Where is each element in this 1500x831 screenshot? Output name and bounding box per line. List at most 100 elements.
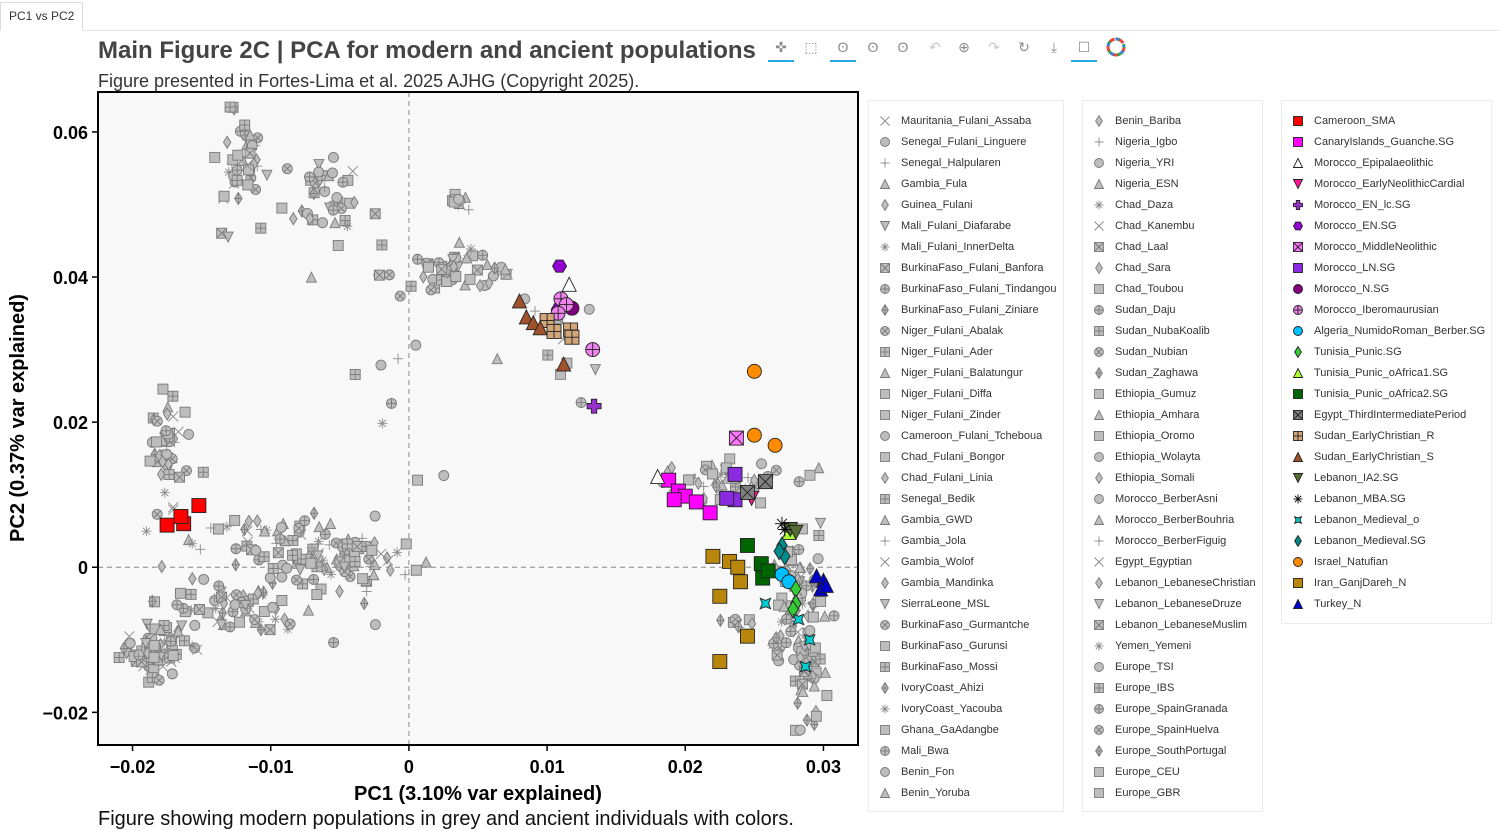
legend-marker xyxy=(1094,389,1104,399)
legend-label: Nigeria_Igbo xyxy=(1115,136,1178,148)
legend-marker xyxy=(1294,346,1302,358)
legend-marker-icon xyxy=(1293,410,1303,420)
modern-point xyxy=(158,454,167,469)
modern-point xyxy=(302,604,315,616)
plot-area[interactable] xyxy=(97,91,859,746)
legend-label: Morocco_EarlyNeolithicCardial xyxy=(1314,178,1465,190)
legend-label: BurkinaFaso_Fulani_Banfora xyxy=(901,262,1044,274)
modern-point xyxy=(499,263,512,275)
ancient-point xyxy=(649,468,666,484)
modern-point xyxy=(410,564,422,576)
legend-marker-icon xyxy=(1293,494,1303,504)
legend-marker-icon xyxy=(879,221,891,232)
box-zoom-icon[interactable]: ⬚ xyxy=(804,39,818,55)
legend-label: Ethiopia_Somali xyxy=(1115,472,1195,484)
legend-marker-icon xyxy=(880,557,890,567)
legend-label: Sudan_EarlyChristian_R xyxy=(1314,430,1435,442)
legend-label: Gambia_Mandinka xyxy=(901,577,994,589)
legend-marker-icon xyxy=(1293,578,1303,588)
x-tick-label: 0.02 xyxy=(668,757,703,777)
ancient-point xyxy=(727,466,743,482)
legend-marker-icon xyxy=(880,389,890,399)
legend-marker xyxy=(1094,431,1104,441)
modern-point xyxy=(335,584,344,599)
axes: −0.02 −0.01 0 0.01 0.02 0.03 −0.02 0 0.02 0.04 0.0… xyxy=(42,123,841,777)
modern-point xyxy=(165,635,177,647)
wheel-zoom-icon[interactable]: ⊕ xyxy=(958,39,970,55)
modern-point xyxy=(808,680,821,692)
legend-marker-icon xyxy=(880,284,890,294)
modern-point xyxy=(393,353,404,364)
bokeh-logo-icon[interactable] xyxy=(1103,36,1129,60)
legend-label: Tunisia_Punic_oAfrica2.SG xyxy=(1314,388,1449,400)
modern-point xyxy=(460,251,473,264)
modern-point xyxy=(755,497,766,509)
modern-point xyxy=(477,249,489,261)
legend-marker xyxy=(881,472,889,484)
modern-point xyxy=(189,619,201,631)
legend-marker xyxy=(1294,535,1302,547)
legend-marker-icon xyxy=(1293,263,1303,273)
legend-marker xyxy=(1292,367,1304,378)
undo-icon[interactable]: ↶ xyxy=(929,39,941,55)
legend-marker xyxy=(881,199,889,211)
reset-icon[interactable]: ↻ xyxy=(1018,39,1030,55)
box-select-icon[interactable]: ʘ xyxy=(897,39,909,55)
modern-point xyxy=(194,604,205,615)
modern-point xyxy=(377,418,388,429)
legend-label: Turkey_N xyxy=(1314,598,1362,610)
modern-point xyxy=(810,710,822,722)
modern-point xyxy=(363,553,375,565)
legend-marker-icon xyxy=(880,662,890,672)
modern-point xyxy=(313,166,325,178)
hover-icon[interactable]: ☐ xyxy=(1071,36,1097,62)
legend-marker-icon xyxy=(881,682,889,694)
legend-marker xyxy=(880,158,890,168)
poly-select-icon[interactable]: ʘ xyxy=(867,39,879,55)
tab-pc1-vs-pc2[interactable]: PC1 vs PC2 xyxy=(0,2,84,31)
modern-point xyxy=(327,167,338,179)
ancient-point xyxy=(728,430,744,446)
legend-label: Sudan_EarlyChristian_S xyxy=(1314,451,1434,463)
modern-point xyxy=(243,164,254,176)
ancient-point xyxy=(746,363,762,379)
legend-label: BurkinaFaso_Fulani_Tindangou xyxy=(901,283,1057,295)
legend-marker xyxy=(1293,305,1303,315)
ancient-point xyxy=(740,485,755,500)
modern-point xyxy=(436,263,448,275)
legend-marker-icon xyxy=(880,137,890,147)
legend-label: Gambia_Wolof xyxy=(901,556,974,568)
modern-point xyxy=(490,261,499,275)
modern-point xyxy=(258,525,271,537)
redo-icon[interactable]: ↷ xyxy=(988,39,1000,55)
modern-point xyxy=(261,169,273,182)
legend-marker-icon xyxy=(1094,284,1104,294)
legend-marker-icon xyxy=(1293,557,1303,567)
legend-label: Cameroon_SMA xyxy=(1314,115,1396,127)
lasso-select-icon[interactable]: ʘ xyxy=(830,36,856,62)
ancient-point xyxy=(702,505,718,521)
modern-point xyxy=(392,547,403,558)
ancient-point xyxy=(787,600,799,619)
legend-marker-icon xyxy=(881,304,889,316)
pan-icon[interactable]: ✜ xyxy=(768,36,794,62)
modern-point xyxy=(807,611,819,623)
modern-point xyxy=(253,586,263,601)
modern-point xyxy=(796,650,805,665)
modern-point xyxy=(450,271,462,282)
legend-marker xyxy=(880,326,890,336)
legend-marker-icon xyxy=(1095,262,1103,274)
modern-point xyxy=(804,625,816,637)
legend-label: Lebanon_MBA.SG xyxy=(1314,493,1406,505)
legend-marker xyxy=(1094,347,1104,357)
save-icon[interactable]: ⤓ xyxy=(1050,39,1058,55)
modern-point xyxy=(453,236,466,248)
legend-marker xyxy=(880,137,890,147)
modern-point xyxy=(589,364,602,376)
legend-marker xyxy=(1093,514,1105,525)
ancient-point xyxy=(173,509,189,524)
modern-point xyxy=(475,278,485,293)
modern-point xyxy=(133,649,145,661)
modern-point xyxy=(244,514,254,529)
